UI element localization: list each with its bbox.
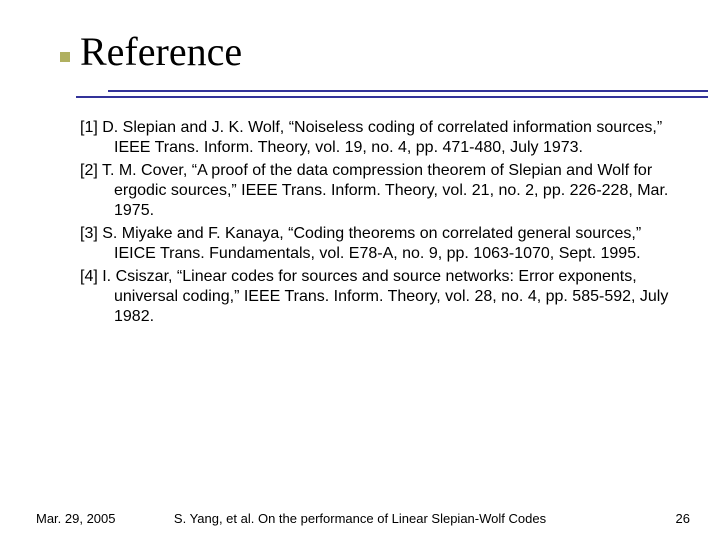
reference-item: [2] T. M. Cover, “A proof of the data co… bbox=[80, 161, 684, 221]
reference-item: [3] S. Miyake and F. Kanaya, “Coding the… bbox=[80, 224, 684, 264]
title-area: Reference bbox=[0, 28, 720, 75]
footer: Mar. 29, 2005 S. Yang, et al. On the per… bbox=[0, 504, 720, 526]
footer-page-number: 26 bbox=[676, 511, 690, 526]
divider-top bbox=[108, 90, 708, 92]
slide: Reference [1] D. Slepian and J. K. Wolf,… bbox=[0, 0, 720, 540]
footer-title: S. Yang, et al. On the performance of Li… bbox=[0, 511, 720, 526]
divider-bottom bbox=[76, 96, 708, 98]
title-bullet-icon bbox=[60, 52, 70, 62]
slide-title: Reference bbox=[80, 28, 720, 75]
reference-item: [4] I. Csiszar, “Linear codes for source… bbox=[80, 267, 684, 327]
reference-list: [1] D. Slepian and J. K. Wolf, “Noiseles… bbox=[80, 118, 684, 330]
reference-item: [1] D. Slepian and J. K. Wolf, “Noiseles… bbox=[80, 118, 684, 158]
